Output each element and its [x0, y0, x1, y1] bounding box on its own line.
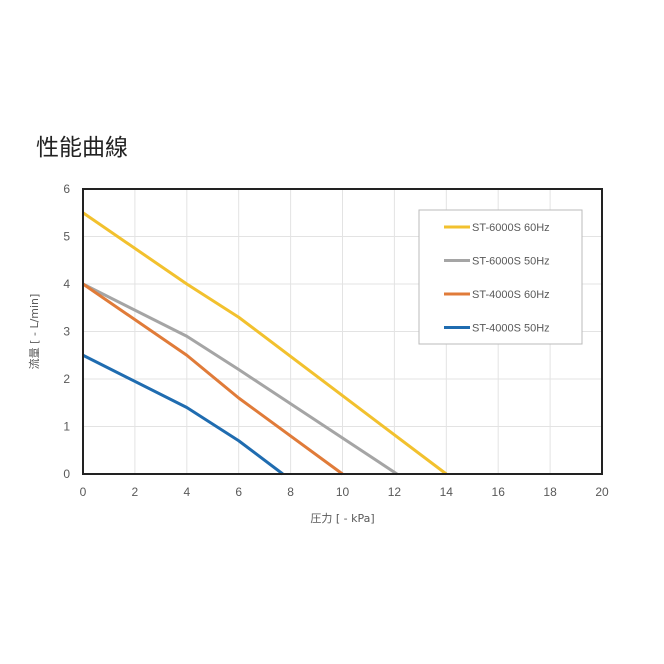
- y-tick-label: 4: [63, 277, 70, 291]
- x-tick-label: 0: [80, 485, 87, 499]
- y-tick-label: 5: [63, 230, 70, 244]
- y-tick-label: 1: [63, 420, 70, 434]
- legend-label: ST-6000S 50Hz: [472, 256, 550, 268]
- chart-title: 性能曲線: [36, 135, 128, 161]
- series-line: [82, 211, 448, 476]
- legend-box: [418, 209, 583, 345]
- x-tick-label: 20: [595, 485, 609, 499]
- x-tick-label: 8: [287, 485, 294, 499]
- x-tick-label: 14: [440, 485, 454, 499]
- legend-label: ST-6000S 60Hz: [472, 222, 550, 234]
- plot-border: [82, 188, 603, 475]
- x-tick-label: 10: [336, 485, 350, 499]
- x-axis-label: 圧力 [ - kPa]: [310, 512, 374, 525]
- x-tick-label: 18: [543, 485, 557, 499]
- x-tick-label: 2: [132, 485, 139, 499]
- y-tick-label: 0: [63, 467, 70, 481]
- y-tick-label: 3: [63, 325, 70, 339]
- y-axis-label: 流量 [ - L/min]: [27, 294, 41, 370]
- legend-label: ST-4000S 60Hz: [472, 289, 550, 301]
- legend-label: ST-4000S 50Hz: [472, 323, 550, 335]
- x-tick-label: 4: [183, 485, 190, 499]
- series-line: [82, 282, 344, 476]
- y-tick-label: 6: [63, 182, 70, 196]
- x-tick-label: 16: [492, 485, 506, 499]
- x-tick-label: 12: [388, 485, 402, 499]
- y-tick-label: 2: [63, 372, 70, 386]
- series-line: [82, 282, 398, 476]
- x-tick-label: 6: [235, 485, 242, 499]
- series-line: [82, 353, 284, 476]
